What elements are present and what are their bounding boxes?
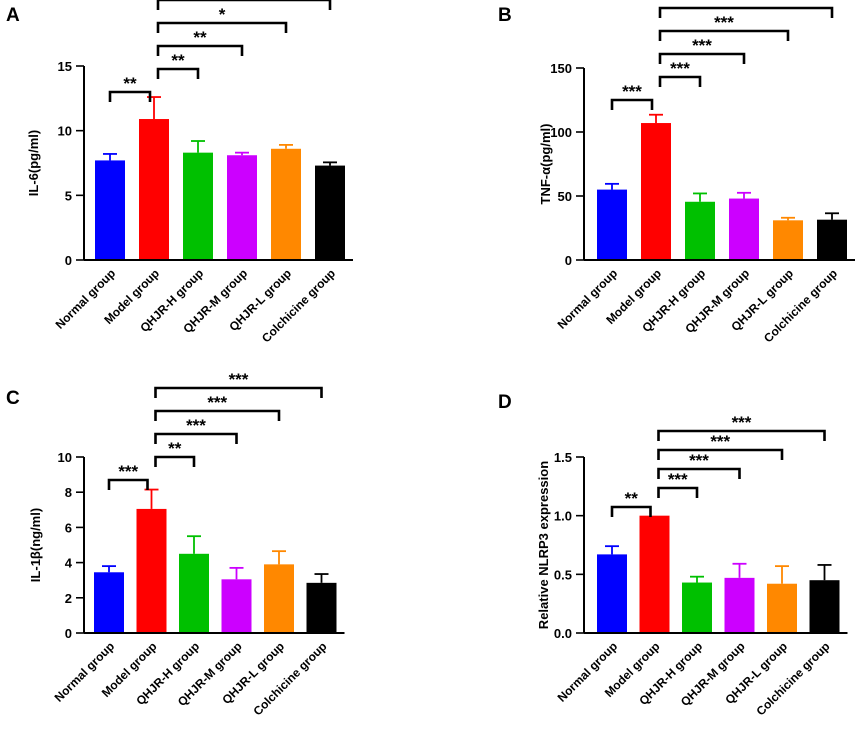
y-tick-label: 6	[65, 520, 72, 535]
significance-bracket	[658, 52, 746, 64]
bar-5	[773, 220, 803, 260]
significance-label: *	[219, 5, 226, 24]
bar-5	[264, 564, 294, 633]
bar-5	[271, 148, 301, 260]
significance-label: ***	[736, 0, 756, 9]
y-tick-label: 10	[58, 450, 72, 465]
bar-1	[597, 554, 627, 633]
bar-4	[724, 577, 755, 633]
panel-letter-b: B	[498, 5, 512, 26]
y-axis-title: Relative NLRP3 expression	[536, 461, 551, 629]
significance-bracket	[154, 386, 323, 398]
y-tick-label: 1.0	[554, 509, 572, 524]
significance-label: **	[171, 51, 185, 70]
bar-2	[136, 508, 167, 633]
y-tick-label: 0	[565, 253, 572, 268]
significance-bracket	[657, 467, 741, 479]
y-axis-title: IL-6(pg/ml)	[26, 130, 41, 196]
bar-4	[221, 579, 252, 633]
significance-bracket	[658, 29, 790, 41]
y-tick-label: 5	[65, 188, 72, 203]
significance-label: ***	[670, 59, 690, 78]
significance-label: ***	[710, 432, 730, 451]
significance-label: ***	[234, 0, 254, 1]
significance-bracket	[156, 0, 332, 10]
significance-label: ***	[689, 451, 709, 470]
significance-bracket	[657, 448, 784, 460]
y-tick-label: 1.5	[554, 450, 572, 465]
x-tick-label: Colchicine group	[250, 639, 329, 718]
significance-label: ***	[714, 13, 734, 32]
bar-4	[729, 198, 759, 260]
significance-label: ***	[207, 393, 227, 412]
significance-bracket	[154, 409, 281, 421]
bar-1	[94, 572, 124, 633]
y-axis-title: TNF-α(pg/ml)	[538, 124, 553, 205]
significance-bracket	[154, 432, 238, 444]
bar-1	[95, 160, 125, 260]
bar-2	[639, 515, 670, 633]
significance-label: ***	[229, 370, 249, 389]
panel-letter-c: C	[6, 388, 20, 409]
x-tick-label: Colchicine group	[259, 266, 338, 345]
y-tick-label: 8	[65, 485, 72, 500]
significance-label: ***	[186, 416, 206, 435]
significance-label: ***	[732, 413, 752, 432]
x-tick-label: Colchicine group	[761, 266, 840, 345]
panel-letter-a: A	[6, 5, 20, 26]
bar-3	[183, 152, 213, 260]
significance-bracket	[658, 6, 834, 18]
bar-4	[227, 155, 257, 260]
bar-6	[306, 582, 337, 633]
y-tick-label: 2	[65, 591, 72, 606]
y-tick-label: 0	[65, 253, 72, 268]
y-tick-label: 10	[58, 124, 72, 139]
bar-5	[767, 583, 797, 633]
y-tick-label: 150	[550, 61, 572, 76]
y-tick-label: 0.5	[554, 567, 572, 582]
significance-bracket	[156, 21, 288, 33]
significance-bracket	[657, 429, 826, 441]
y-tick-label: 100	[550, 125, 572, 140]
bar-2	[139, 119, 169, 260]
panel-letter-d: D	[498, 392, 512, 413]
significance-bracket	[154, 455, 196, 467]
y-tick-label: 15	[58, 59, 72, 74]
y-axis-title: IL-1β(ng/ml)	[28, 508, 43, 582]
bar-1	[597, 189, 627, 260]
bar-3	[179, 553, 209, 633]
y-tick-label: 0.0	[554, 626, 572, 641]
x-tick-label: Colchicine group	[753, 639, 832, 718]
significance-label: ***	[118, 462, 138, 481]
significance-label: **	[123, 74, 137, 93]
significance-label: **	[625, 489, 639, 508]
significance-bracket	[156, 67, 200, 79]
significance-label: **	[193, 28, 207, 47]
significance-bracket	[657, 486, 699, 498]
significance-bracket	[108, 90, 152, 102]
bar-2	[641, 123, 671, 260]
y-tick-label: 50	[558, 189, 572, 204]
bar-3	[682, 582, 712, 633]
bar-6	[315, 165, 345, 260]
significance-label: ***	[622, 82, 642, 101]
bar-6	[817, 219, 847, 260]
significance-bracket	[107, 478, 149, 490]
significance-bracket	[156, 44, 244, 56]
significance-label: ***	[692, 36, 712, 55]
bar-3	[685, 201, 715, 260]
significance-bracket	[610, 98, 654, 110]
significance-label: ***	[668, 470, 688, 489]
significance-bracket	[658, 75, 702, 87]
significance-bracket	[610, 505, 652, 517]
y-tick-label: 4	[65, 556, 73, 571]
y-tick-label: 0	[65, 626, 72, 641]
significance-label: **	[168, 439, 182, 458]
bar-6	[809, 580, 840, 633]
